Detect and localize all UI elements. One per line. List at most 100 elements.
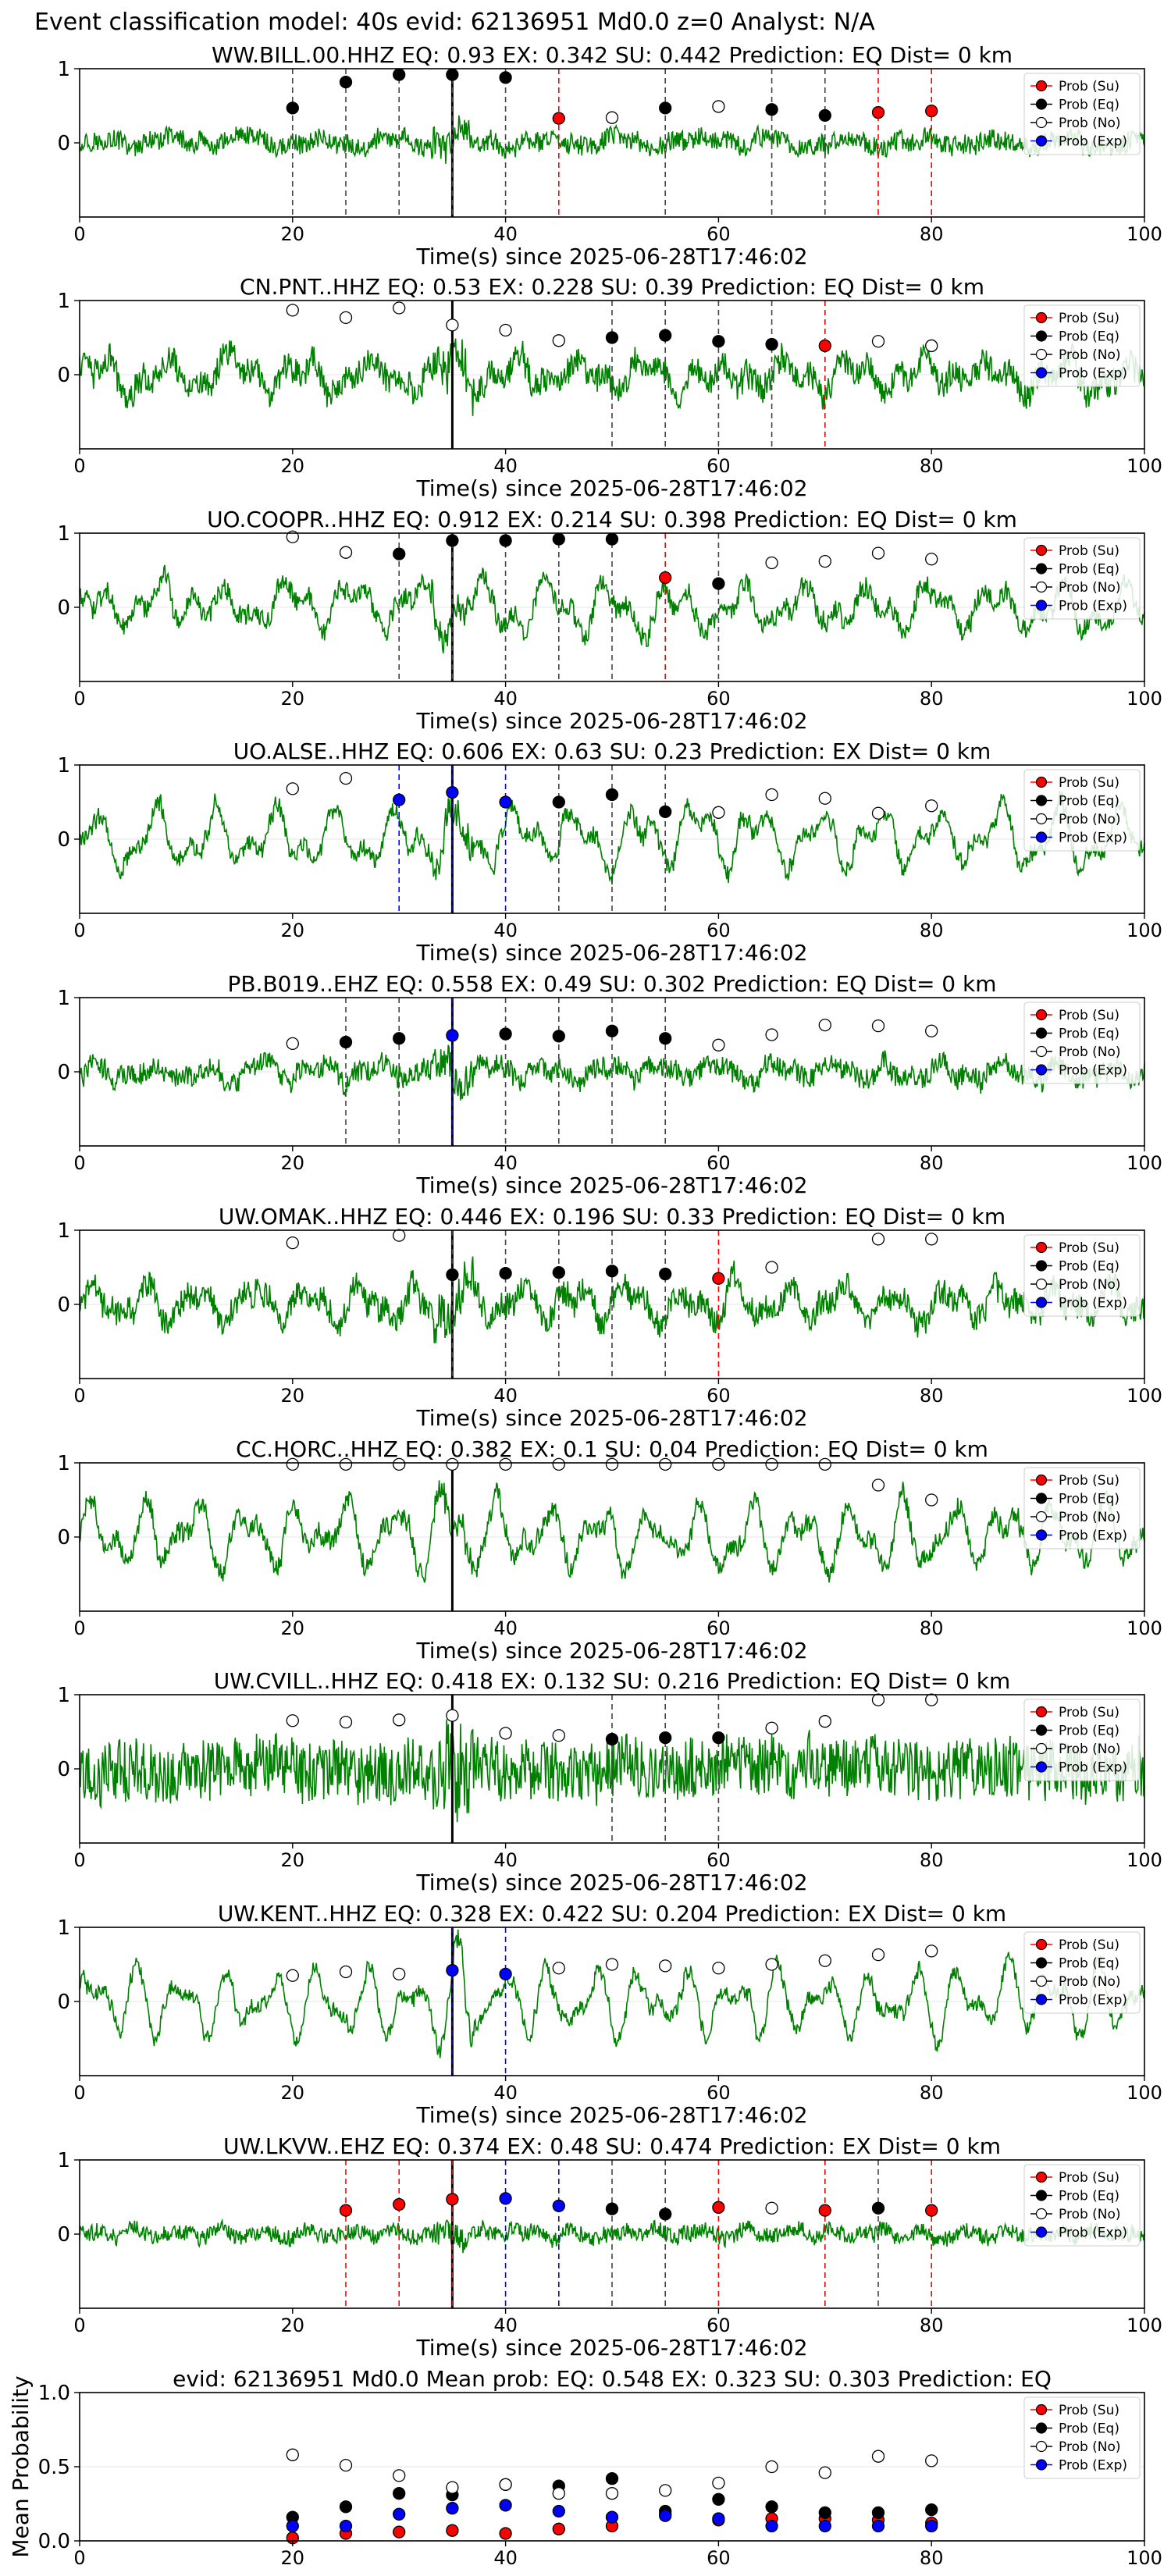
prob-point-no [499,1727,512,1740]
panel-3: UO.COOPR..HHZ EQ: 0.912 EX: 0.214 SU: 0.… [57,507,1162,734]
prob-point-no [286,304,299,317]
prob-point-no [552,334,565,347]
x-tick-label: 100 [1127,2082,1162,2104]
legend-label: Prob (Eq) [1059,1724,1119,1739]
x-tick-label: 60 [707,223,731,245]
prob-point-no [286,1969,299,1982]
x-tick-label: 20 [281,1849,305,1871]
prob-point-no [393,1457,406,1471]
x-tick-label: 60 [707,1152,731,1174]
x-tick-label: 0 [73,1152,85,1174]
y-tick-label: 0 [57,1758,70,1781]
legend-marker-eq [1035,330,1048,342]
legend: Prob (Su) Prob (Eq) Prob (No) Prob (Exp) [1023,1234,1141,1317]
prob-point-no [925,1693,938,1706]
prob-point-no [659,1959,672,1973]
mean-point-exp [871,2519,885,2533]
waveform-trace [79,1044,1145,1101]
legend-box [1023,1467,1141,1550]
x-tick-label: 60 [707,1849,731,1871]
mean-point-eq [765,2500,778,2514]
prob-point-no [552,1729,565,1742]
prob-point-exp [499,2192,512,2205]
legend-marker-exp [1035,1529,1048,1541]
prob-point-no [925,339,938,353]
legend-label: Prob (No) [1059,2439,1121,2455]
legend-label: Prob (Eq) [1059,98,1119,113]
legend-box [1023,1699,1141,1781]
prob-point-su [339,2204,353,2217]
panel-7: CC.HORC..HHZ EQ: 0.382 EX: 0.1 SU: 0.04 … [57,1436,1162,1663]
y-tick-label: 1 [57,58,70,81]
legend-label: Prob (No) [1059,1277,1121,1293]
panel-title: evid: 62136951 Md0.0 Mean prob: EQ: 0.54… [173,2366,1052,2392]
legend-label: Prob (Su) [1059,1473,1119,1489]
x-tick-label: 40 [493,223,518,245]
prob-point-no [925,1233,938,1246]
prob-point-no [446,1457,459,1471]
x-tick-label: 60 [707,2082,731,2104]
legend-label: Prob (Eq) [1059,329,1119,345]
legend-label: Prob (Su) [1059,2403,1119,2418]
prob-point-no [339,1457,353,1471]
legend-box [1023,304,1141,387]
legend-marker-eq [1035,563,1048,575]
y-tick-label: 1.0 [38,2382,70,2405]
x-tick-label: 60 [707,2547,731,2569]
mean-point-exp [446,2502,459,2515]
panel-10: UW.LKVW..EHZ EQ: 0.374 EX: 0.48 SU: 0.47… [57,2133,1162,2361]
x-tick-label: 20 [281,2547,305,2569]
x-tick-label: 40 [493,1385,518,1407]
prob-point-no [765,556,778,570]
prob-point-eq [605,1024,619,1037]
prob-point-eq [605,788,619,802]
mean-point-exp [712,2512,725,2525]
legend-label: Prob (Exp) [1059,1063,1127,1079]
y-tick-label: 0 [57,364,70,387]
mean-point-no [552,2487,565,2500]
x-tick-label: 0 [73,223,85,245]
legend: Prob (Su) Prob (Eq) Prob (No) Prob (Exp) [1023,304,1141,387]
x-axis-label: Time(s) since 2025-06-28T17:46:02 [415,244,807,269]
x-tick-label: 80 [920,2082,944,2104]
x-tick-label: 60 [707,1617,731,1639]
panel-8: UW.CVILL..HHZ EQ: 0.418 EX: 0.132 SU: 0.… [57,1668,1162,1895]
x-tick-label: 40 [493,1152,518,1174]
legend-marker-exp [1035,1297,1048,1308]
prob-point-no [765,1028,778,1041]
prob-point-eq [339,75,353,89]
prob-point-eq [605,1732,619,1746]
x-tick-label: 60 [707,920,731,941]
x-tick-label: 100 [1127,1617,1162,1639]
prob-point-no [339,771,353,785]
mean-point-exp [286,2519,299,2533]
legend-label: Prob (Eq) [1059,2189,1119,2204]
legend-label: Prob (No) [1059,580,1121,596]
legend-label: Prob (Exp) [1059,1296,1127,1311]
legend-marker-su [1035,311,1048,324]
mean-point-eq [871,2506,885,2520]
legend: Prob (Su) Prob (Eq) Prob (No) Prob (Exp) [1023,2164,1141,2247]
y-tick-label: 0 [57,596,70,620]
panel-title: UO.ALSE..HHZ EQ: 0.606 EX: 0.63 SU: 0.23… [233,738,991,764]
legend-label: Prob (Eq) [1059,2421,1119,2437]
mean-point-exp [659,2509,672,2522]
x-tick-label: 100 [1127,455,1162,477]
legend: Prob (Su) Prob (Eq) Prob (No) Prob (Exp) [1023,1467,1141,1550]
y-tick-label: 0.0 [38,2530,70,2553]
x-tick-label: 0 [73,2082,85,2104]
x-tick-label: 60 [707,2314,731,2336]
prob-point-no [765,2201,778,2215]
x-tick-label: 0 [73,920,85,941]
panel-11: evid: 62136951 Md0.0 Mean prob: EQ: 0.54… [8,2366,1162,2569]
y-tick-label: 1 [57,754,70,777]
x-axis-label: Time(s) since 2025-06-28T17:46:02 [415,1172,807,1198]
panel-6: UW.OMAK..HHZ EQ: 0.446 EX: 0.196 SU: 0.3… [57,1204,1162,1431]
legend-marker-su [1035,2403,1048,2416]
prob-point-no [925,1493,938,1507]
legend-label: Prob (No) [1059,116,1121,131]
legend-marker-eq [1035,795,1048,806]
waveform-trace [79,1480,1145,1583]
prob-point-no [925,553,938,566]
